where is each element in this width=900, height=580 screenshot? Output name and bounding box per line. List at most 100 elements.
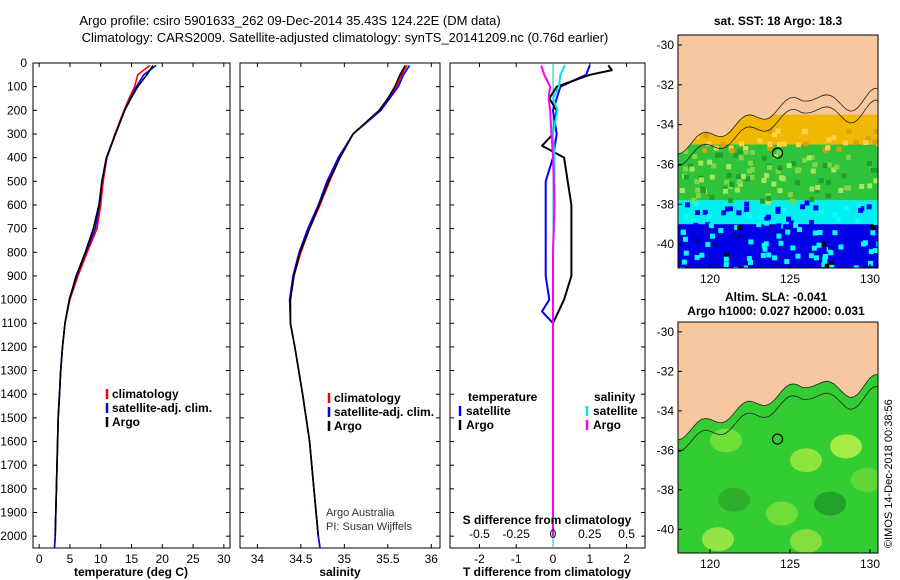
legend-label: satellite-adj. clim. — [334, 405, 434, 419]
sst-pixel — [710, 233, 716, 239]
figure-title-line1: Argo profile: csiro 5901633_262 09-Dec-2… — [79, 13, 500, 28]
sst-pixel — [876, 241, 878, 247]
sst-pixel — [766, 145, 772, 151]
sst-pixel — [758, 215, 764, 221]
x-tick-label: 35.5 — [376, 552, 400, 566]
sst-pixel — [680, 229, 686, 235]
sst-pixel — [781, 141, 787, 147]
sst-pixel — [865, 135, 871, 141]
sst-pixel — [695, 187, 701, 193]
sst-pixel — [862, 240, 868, 246]
sst-pixel — [767, 141, 773, 147]
sst-pixel — [826, 137, 832, 143]
sst-pixel — [733, 152, 739, 158]
sst-pixel — [683, 250, 689, 256]
shelf-line — [678, 386, 878, 453]
legend-label: Argo — [112, 415, 140, 429]
sst-pixel — [800, 204, 806, 210]
sla-blob — [766, 501, 798, 526]
sst-pixel — [706, 214, 712, 220]
sst-pixel — [690, 216, 696, 222]
sst-pixel — [841, 173, 847, 179]
sst-pixel — [693, 222, 699, 228]
sst-pixel — [804, 200, 810, 206]
legend-label: climatology — [334, 391, 401, 405]
y-tick-label: -38 — [657, 483, 675, 497]
sst-pixel — [775, 128, 781, 134]
legend-label: Argo — [466, 418, 494, 432]
sst-pixel — [703, 133, 709, 139]
annotation-line: PI: Susan Wijffels — [326, 521, 412, 533]
sst-pixel — [738, 264, 744, 268]
sst-pixel — [829, 264, 835, 268]
sst-pixel — [811, 245, 817, 251]
sst-pixel — [761, 177, 767, 183]
sst-pixel — [831, 167, 837, 173]
sst-pixel — [801, 129, 807, 135]
sst-pixel — [737, 225, 743, 231]
sst-pixel — [724, 206, 730, 212]
y-tick-label: -36 — [657, 443, 675, 457]
sst-pixel — [733, 266, 739, 268]
sst-pixel — [764, 173, 770, 179]
sst-pixel — [776, 141, 782, 147]
sst-pixel — [808, 253, 814, 259]
imos-credit: ©IMOS 14-Dec-2018 00:38:56 — [883, 399, 895, 548]
sst-pixel — [723, 253, 729, 259]
sst-pixel — [826, 162, 832, 168]
sst-pixel — [788, 220, 794, 226]
sst-pixel — [825, 179, 831, 185]
sst-pixel — [747, 259, 753, 265]
coastline — [678, 87, 878, 155]
x-tick-label: 30 — [217, 552, 231, 566]
sst-pixel — [694, 254, 700, 260]
sst-pixel — [735, 174, 741, 180]
sst-pixel — [696, 193, 702, 199]
sst-pixel — [723, 256, 729, 262]
sst-pixel — [795, 253, 801, 259]
sst-pixel — [872, 248, 878, 254]
sst-pixel — [748, 239, 754, 245]
sla-blob — [790, 529, 822, 553]
sst-pixel — [795, 142, 801, 148]
sst-pixel — [724, 179, 730, 185]
sst-pixel — [766, 252, 772, 258]
sst-pixel — [704, 227, 710, 233]
sst-pixel — [766, 195, 772, 201]
sst-pixel — [685, 202, 691, 208]
sst-pixel — [743, 146, 749, 152]
sst-pixel — [692, 153, 698, 159]
sst-pixel — [846, 185, 852, 191]
sst-pixel — [776, 149, 782, 155]
sst-pixel — [791, 161, 797, 167]
sst-pixel — [698, 160, 704, 166]
sst-pixel — [816, 242, 822, 248]
sst-pixel — [805, 271, 810, 276]
sst-pixel — [844, 205, 850, 211]
sst-pixel — [698, 177, 704, 183]
x-tick-label: -2 — [474, 552, 485, 566]
figure-title-line2: Climatology: CARS2009. Satellite-adjuste… — [82, 30, 609, 45]
x-tick-label: 25 — [186, 552, 200, 566]
sst-pixel — [740, 173, 746, 179]
sla-blob — [718, 487, 750, 512]
sst-pixel — [728, 145, 734, 151]
series-temperature-argo — [541, 64, 613, 537]
sst-pixel — [763, 220, 769, 226]
sst-pixel — [817, 229, 823, 235]
sst-pixel — [790, 245, 796, 251]
map-content — [678, 35, 878, 276]
sst-pixel — [695, 210, 701, 216]
y-tick-label: 1200 — [0, 340, 27, 354]
sst-pixel — [820, 241, 826, 247]
y-tick-label: -30 — [657, 38, 675, 52]
sst-pixel — [838, 244, 844, 250]
sst-pixel — [743, 149, 749, 155]
y-tick-label: -30 — [657, 325, 675, 339]
sst-pixel — [767, 165, 773, 171]
sst-pixel — [856, 202, 862, 208]
profile-panel-salinity: 34 34.5 35 35.5 36 salinity climatologysatelli… — [239, 62, 441, 579]
sst-pixel — [858, 207, 864, 213]
sst-pixel — [739, 234, 745, 240]
sst-pixel — [722, 188, 728, 194]
